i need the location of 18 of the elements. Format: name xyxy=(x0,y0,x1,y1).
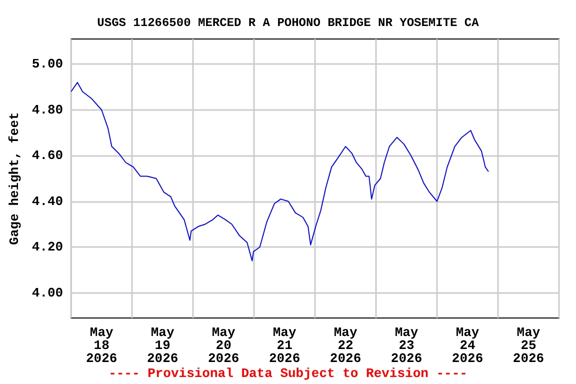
y-tick-label: 4.20 xyxy=(32,240,64,255)
x-tick-label: May 20 2026 xyxy=(208,325,240,366)
x-tick-label: May 19 2026 xyxy=(146,325,178,366)
text: ---- Provisional Data Subject to Revision ---- xyxy=(108,366,468,381)
chart-title: USGS 11266500 MERCED R A POHONO BRIDGE NR YOSEMITE CA xyxy=(97,16,480,30)
y-tick-label: 4.40 xyxy=(32,194,64,209)
x-tick-label: May 23 2026 xyxy=(390,325,422,366)
y-tick-label: 4.00 xyxy=(32,285,64,300)
y-tick-label: 4.80 xyxy=(32,102,64,118)
line-series xyxy=(70,82,489,262)
x-tick-label: May 21 2026 xyxy=(268,325,300,366)
x-tick-label: May 24 2026 xyxy=(452,325,484,366)
y-tick-label: 5.00 xyxy=(32,56,64,72)
x-tick-label: May 25 2026 xyxy=(512,325,544,366)
x-tick-label: May 18 2026 xyxy=(86,325,118,366)
y-axis-title: Gage height, feet xyxy=(7,112,22,245)
x-tick-label: May 22 2026 xyxy=(330,325,362,366)
y-tick-label: 4.60 xyxy=(32,148,64,164)
